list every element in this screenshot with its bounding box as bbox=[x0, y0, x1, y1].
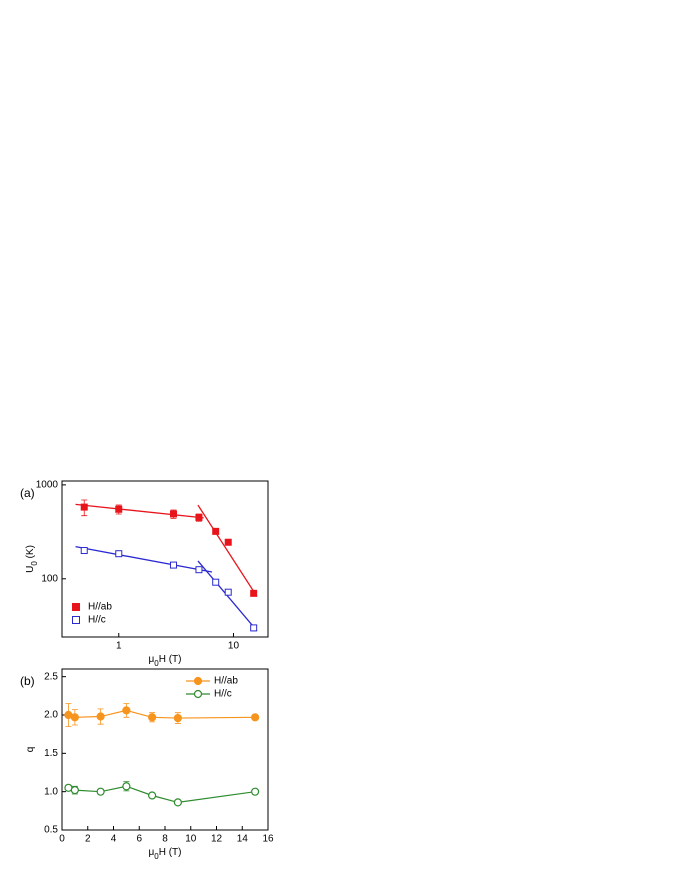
y-axis-label-main: U bbox=[25, 566, 36, 573]
marker bbox=[224, 588, 232, 596]
marker bbox=[169, 561, 177, 569]
legend-marker bbox=[72, 616, 80, 624]
x-tick-label: 6 bbox=[136, 834, 142, 845]
y-axis-label-unit: (K) bbox=[25, 545, 36, 561]
marker bbox=[96, 712, 105, 721]
marker bbox=[115, 505, 123, 513]
panel-label: (a) bbox=[20, 486, 35, 500]
x-axis-label-sub: 0 bbox=[154, 852, 159, 861]
x-tick-label: 16 bbox=[262, 834, 274, 845]
marker bbox=[224, 538, 232, 546]
series-line bbox=[68, 785, 256, 804]
y-tick-label: 0.5 bbox=[44, 825, 58, 836]
fit-line bbox=[197, 504, 258, 597]
marker bbox=[70, 713, 79, 722]
marker bbox=[122, 782, 131, 791]
marker bbox=[212, 527, 220, 535]
legend-label: H//ab bbox=[214, 676, 238, 687]
x-tick-label: 14 bbox=[237, 834, 249, 845]
y-tick-label: 100 bbox=[41, 573, 58, 584]
x-tick-label: 1 bbox=[116, 641, 122, 652]
x-axis-label: μ0H (T) bbox=[149, 654, 182, 668]
x-tick-label: 2 bbox=[85, 834, 91, 845]
marker bbox=[122, 706, 131, 715]
plot-frame bbox=[61, 668, 269, 831]
y-axis-label-main: q bbox=[25, 747, 36, 753]
marker bbox=[173, 798, 182, 807]
marker bbox=[70, 786, 79, 795]
plot-frame bbox=[61, 480, 269, 638]
x-axis-label-unit: H (T) bbox=[159, 654, 182, 665]
marker bbox=[80, 503, 88, 511]
x-tick-label: 8 bbox=[162, 834, 168, 845]
y-axis-label: U0 (K) bbox=[25, 545, 39, 573]
marker bbox=[96, 787, 105, 796]
marker bbox=[251, 713, 260, 722]
fit-line bbox=[197, 560, 258, 632]
x-axis-label-main: μ bbox=[149, 847, 155, 858]
marker bbox=[173, 713, 182, 723]
x-axis-label-sub: 0 bbox=[154, 659, 159, 668]
y-tick-label: 1.0 bbox=[44, 786, 58, 797]
y-axis-label-sub: 0 bbox=[30, 561, 39, 566]
marker bbox=[251, 787, 260, 796]
legend-label: H//c bbox=[88, 615, 106, 626]
legend-marker bbox=[193, 689, 203, 699]
x-axis-label: μ0H (T) bbox=[149, 847, 182, 861]
x-tick-label: 4 bbox=[111, 834, 117, 845]
marker bbox=[212, 578, 220, 586]
legend-label: H//c bbox=[214, 689, 232, 700]
fit-line bbox=[75, 503, 204, 519]
y-tick-label: 1.5 bbox=[44, 748, 58, 759]
marker bbox=[169, 510, 177, 518]
y-tick-label: 2.5 bbox=[44, 671, 58, 682]
x-axis-label-unit: H (T) bbox=[159, 847, 182, 858]
marker bbox=[148, 791, 157, 800]
x-axis-label-main: μ bbox=[149, 654, 155, 665]
marker bbox=[115, 550, 123, 558]
y-tick-label: 2.0 bbox=[44, 710, 58, 721]
y-tick-label: 1000 bbox=[36, 480, 59, 491]
x-tick-label: 10 bbox=[228, 641, 240, 652]
x-tick-label: 0 bbox=[59, 834, 65, 845]
fit-line bbox=[75, 546, 213, 573]
panel-label: (b) bbox=[20, 674, 35, 688]
marker bbox=[80, 547, 88, 555]
y-axis-label: q bbox=[25, 747, 36, 753]
marker bbox=[250, 589, 258, 597]
legend-label: H//ab bbox=[88, 602, 112, 613]
marker bbox=[148, 713, 157, 722]
legend-marker bbox=[193, 676, 203, 686]
x-tick-label: 10 bbox=[185, 834, 197, 845]
marker bbox=[195, 566, 203, 574]
marker bbox=[250, 624, 258, 632]
series-line bbox=[68, 709, 256, 719]
x-tick-label: 12 bbox=[211, 834, 223, 845]
marker bbox=[195, 513, 203, 521]
legend-marker bbox=[72, 603, 80, 611]
